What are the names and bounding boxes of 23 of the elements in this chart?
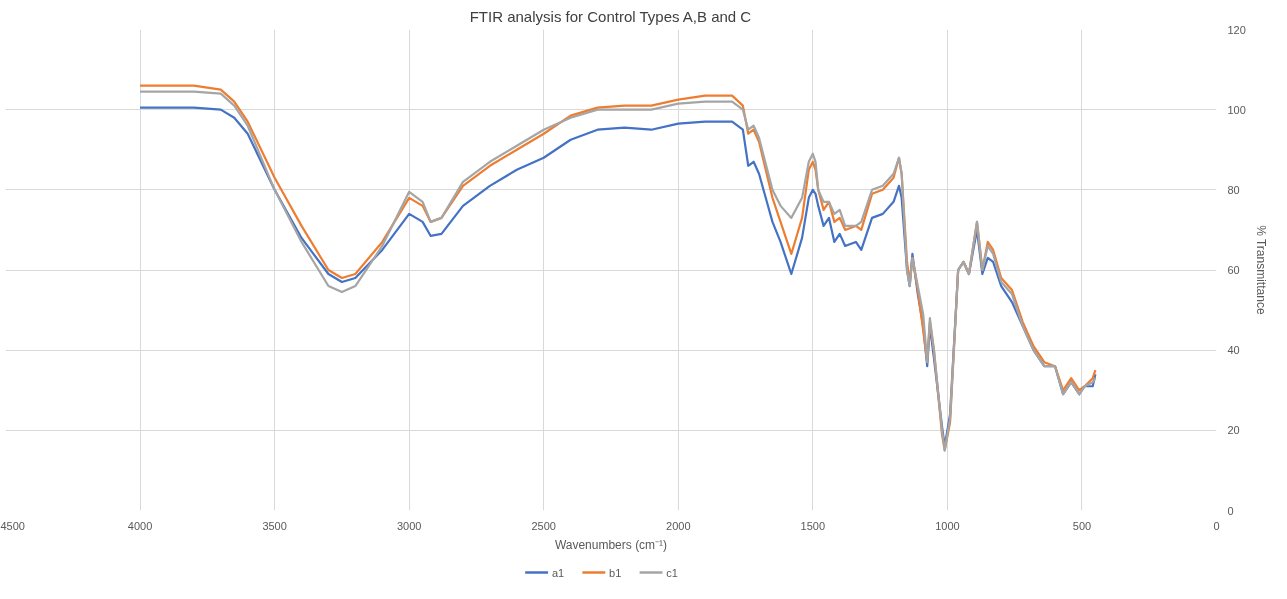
- legend-label: c1: [666, 566, 678, 579]
- chart-title: FTIR analysis for Control Types A,B and C: [469, 7, 752, 25]
- x-tick-label: 1000: [935, 519, 960, 532]
- x-tick-label: 1500: [800, 519, 826, 532]
- y-tick-label: 40: [1227, 344, 1240, 357]
- x-tick-label: 4000: [127, 519, 153, 532]
- x-tick-label: 2000: [666, 519, 691, 532]
- legend-label: b1: [609, 566, 622, 579]
- y-tick-label: 80: [1227, 183, 1240, 196]
- y-tick-label: 60: [1227, 264, 1240, 276]
- x-tick-label: 3000: [396, 519, 422, 532]
- y-tick-label: 20: [1227, 424, 1240, 437]
- y-tick-label: 100: [1227, 103, 1246, 116]
- y-tick-label: 120: [1227, 23, 1246, 36]
- x-axis-title: Wavenumbers (cm⁻¹): [554, 537, 668, 552]
- legend-label: a1: [551, 566, 565, 579]
- y-tick-label: 0: [1227, 504, 1234, 517]
- x-tick-label: 2500: [531, 519, 556, 532]
- x-tick-label: 4500: [0, 519, 25, 532]
- y-axis-title: % Transmittance: [1253, 225, 1268, 315]
- x-tick-label: 500: [1072, 519, 1092, 532]
- x-tick-label: 0: [1213, 519, 1220, 532]
- x-tick-label: 3500: [262, 519, 287, 532]
